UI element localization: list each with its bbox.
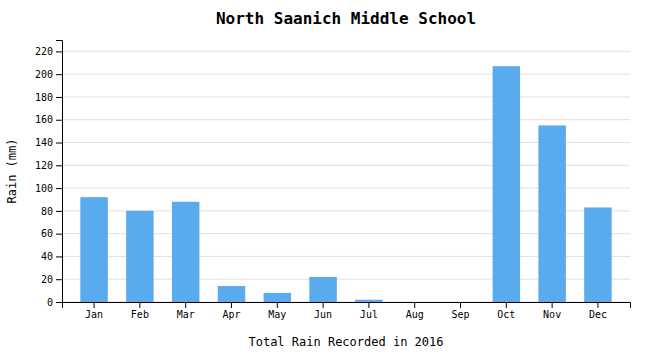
y-tick-mark bbox=[56, 74, 62, 75]
grid-line bbox=[62, 51, 630, 52]
x-tick: Feb bbox=[131, 302, 149, 320]
bar bbox=[80, 197, 107, 302]
y-tick-mark bbox=[56, 256, 62, 257]
x-tick: Mar bbox=[177, 302, 195, 320]
x-tick-label: Nov bbox=[543, 309, 561, 320]
y-tick-label: 160 bbox=[35, 114, 53, 125]
bars bbox=[80, 66, 611, 302]
y-tick: 0 bbox=[47, 297, 62, 308]
x-axis: Jan Feb Mar Apr May Jun Jul Aug Sep Oct Nov Dec bbox=[63, 302, 631, 320]
y-tick: 60 bbox=[41, 228, 62, 239]
title: North Saanich Middle School bbox=[216, 9, 476, 28]
y-tick: 80 bbox=[41, 206, 62, 217]
y-tick-label: 80 bbox=[41, 206, 53, 217]
y-tick: 120 bbox=[35, 160, 62, 171]
y-tick-label: 20 bbox=[41, 274, 53, 285]
y-tick-mark bbox=[56, 188, 62, 189]
y-tick-label: 140 bbox=[35, 137, 53, 148]
x-tick-label: Mar bbox=[177, 309, 195, 320]
y-tick: 200 bbox=[35, 69, 62, 80]
x-tick-mark bbox=[368, 302, 369, 308]
grid-line bbox=[62, 96, 630, 97]
y-tick-label: 180 bbox=[35, 92, 53, 103]
x-tick-label: Jul bbox=[360, 309, 378, 320]
x-tick-label: Dec bbox=[589, 309, 607, 320]
y-tick-label: 120 bbox=[35, 160, 53, 171]
y-tick: 180 bbox=[35, 92, 62, 103]
x-tick-label: Feb bbox=[131, 309, 149, 320]
x-tick-label: Aug bbox=[406, 309, 424, 320]
x-tick-label: Sep bbox=[451, 309, 469, 320]
bar bbox=[218, 286, 245, 302]
bar bbox=[126, 211, 153, 302]
x-tick-mark bbox=[277, 302, 278, 308]
x-tick: Apr bbox=[222, 302, 240, 320]
y-tick: 140 bbox=[35, 137, 62, 148]
y-axis-title: Rain (mm) bbox=[5, 138, 19, 203]
y-tick-mark bbox=[56, 143, 62, 144]
x-tick-mark bbox=[323, 302, 324, 308]
bar bbox=[355, 300, 382, 302]
y-tick-mark bbox=[56, 97, 62, 98]
grid bbox=[62, 51, 630, 302]
y-tick-mark bbox=[56, 120, 62, 121]
x-axis-line bbox=[63, 303, 631, 309]
x-tick: Jan bbox=[85, 302, 103, 320]
x-tick-label: Oct bbox=[497, 309, 515, 320]
x-tick-label: Jan bbox=[85, 309, 103, 320]
bar bbox=[538, 125, 565, 302]
y-tick-label: 200 bbox=[35, 69, 53, 80]
x-tick: Sep bbox=[451, 302, 469, 320]
x-tick-mark bbox=[506, 302, 507, 308]
y-tick: 20 bbox=[41, 274, 62, 285]
x-tick-mark bbox=[460, 302, 461, 308]
x-tick-label: Jun bbox=[314, 309, 332, 320]
y-tick-mark bbox=[56, 234, 62, 235]
bar bbox=[309, 277, 336, 302]
y-tick-label: 100 bbox=[35, 183, 53, 194]
y-tick-label: 40 bbox=[41, 251, 53, 262]
y-axis-line bbox=[56, 41, 63, 303]
x-axis-title: Total Rain Recorded in 2016 bbox=[248, 335, 443, 349]
x-tick-mark bbox=[185, 302, 186, 308]
x-tick: May bbox=[268, 302, 286, 320]
x-tick-mark bbox=[94, 302, 95, 308]
y-tick-label: 220 bbox=[35, 46, 53, 57]
x-tick-label: May bbox=[268, 309, 286, 320]
x-tick-mark bbox=[414, 302, 415, 308]
y-tick: 100 bbox=[35, 183, 62, 194]
x-tick-mark bbox=[552, 302, 553, 308]
bar bbox=[264, 293, 291, 302]
x-tick: Nov bbox=[543, 302, 561, 320]
x-tick-mark bbox=[597, 302, 598, 308]
x-tick: Oct bbox=[497, 302, 515, 320]
chart: Jan Feb Mar Apr May Jun Jul Aug Sep Oct Nov Dec 0 20 4… bbox=[0, 0, 650, 360]
x-tick-mark bbox=[139, 302, 140, 308]
y-axis: 0 20 40 60 80 100 120 140 160 180 200 220 bbox=[35, 41, 63, 308]
grid-line bbox=[62, 119, 630, 120]
y-tick-mark bbox=[56, 165, 62, 166]
bar bbox=[172, 202, 199, 302]
bar bbox=[584, 207, 611, 302]
x-tick: Dec bbox=[589, 302, 607, 320]
y-tick-mark bbox=[56, 279, 62, 280]
plot-area: Jan Feb Mar Apr May Jun Jul Aug Sep Oct Nov Dec 0 20 4… bbox=[35, 41, 631, 321]
y-tick: 220 bbox=[35, 46, 62, 57]
x-tick-mark bbox=[231, 302, 232, 308]
grid-line bbox=[62, 74, 630, 75]
x-tick: Aug bbox=[406, 302, 424, 320]
x-tick: Jun bbox=[314, 302, 332, 320]
y-tick-label: 60 bbox=[41, 228, 53, 239]
y-tick-mark bbox=[56, 51, 62, 52]
bar bbox=[493, 66, 520, 302]
y-tick: 40 bbox=[41, 251, 62, 262]
x-tick: Jul bbox=[360, 302, 378, 320]
y-tick: 160 bbox=[35, 114, 62, 125]
x-tick-label: Apr bbox=[222, 309, 240, 320]
y-tick-mark bbox=[56, 302, 62, 303]
bar bbox=[447, 302, 474, 303]
bar bbox=[401, 302, 428, 303]
y-tick-mark bbox=[56, 211, 62, 212]
y-tick-label: 0 bbox=[47, 297, 53, 308]
